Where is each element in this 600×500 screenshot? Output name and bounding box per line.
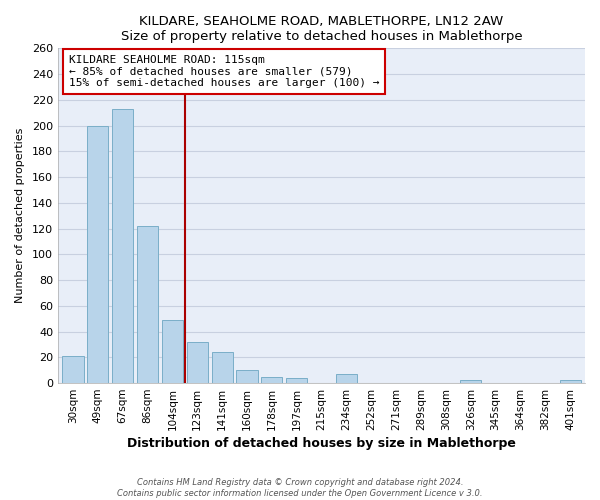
Bar — [336, 374, 357, 383]
Bar — [87, 126, 109, 383]
Text: KILDARE SEAHOLME ROAD: 115sqm
← 85% of detached houses are smaller (579)
15% of : KILDARE SEAHOLME ROAD: 115sqm ← 85% of d… — [68, 55, 379, 88]
Text: Contains HM Land Registry data © Crown copyright and database right 2024.
Contai: Contains HM Land Registry data © Crown c… — [117, 478, 483, 498]
Y-axis label: Number of detached properties: Number of detached properties — [15, 128, 25, 304]
Bar — [212, 352, 233, 383]
Bar — [560, 380, 581, 383]
Bar — [286, 378, 307, 383]
Bar — [162, 320, 183, 383]
Bar — [460, 380, 481, 383]
X-axis label: Distribution of detached houses by size in Mablethorpe: Distribution of detached houses by size … — [127, 437, 516, 450]
Bar — [62, 356, 83, 383]
Bar — [261, 376, 283, 383]
Bar — [112, 109, 133, 383]
Title: KILDARE, SEAHOLME ROAD, MABLETHORPE, LN12 2AW
Size of property relative to detac: KILDARE, SEAHOLME ROAD, MABLETHORPE, LN1… — [121, 15, 523, 43]
Bar — [187, 342, 208, 383]
Bar — [236, 370, 257, 383]
Bar — [137, 226, 158, 383]
